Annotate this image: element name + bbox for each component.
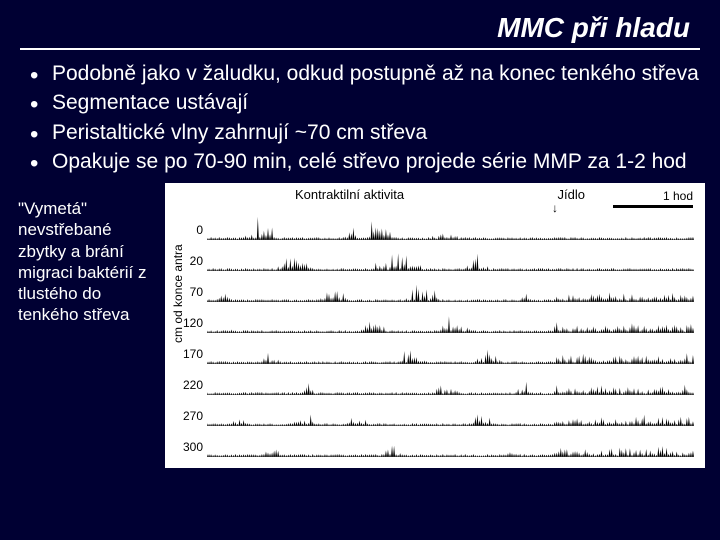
trace-svg — [207, 428, 695, 459]
slide-title: MMC při hladu — [0, 0, 720, 48]
trace-waveform — [207, 382, 695, 395]
trace-row: 220 — [207, 366, 695, 397]
trace-waveform — [207, 350, 695, 364]
trace-row: 0 — [207, 211, 695, 242]
trace-svg — [207, 397, 695, 428]
trace-depth-label: 220 — [179, 378, 203, 392]
meal-label: Jídlo — [558, 187, 585, 202]
lower-region: "Vymetá" nevstřebané zbytky a brání migr… — [0, 183, 720, 468]
bullet-item: Segmentace ustávají — [30, 89, 700, 116]
trace-row: 170 — [207, 335, 695, 366]
trace-waveform — [207, 285, 695, 302]
trace-svg — [207, 211, 695, 242]
bullet-item: Opakuje se po 70-90 min, celé střevo pro… — [30, 148, 700, 175]
trace-row: 300 — [207, 428, 695, 459]
trace-waveform — [207, 253, 695, 271]
trace-svg — [207, 273, 695, 304]
side-caption: "Vymetá" nevstřebané zbytky a brání migr… — [0, 183, 165, 468]
title-underline — [20, 48, 700, 50]
trace-waveform — [207, 316, 695, 333]
trace-waveform — [207, 414, 695, 426]
trace-depth-label: 20 — [179, 254, 203, 268]
bullet-item: Peristaltické vlny zahrnují ~70 cm střev… — [30, 119, 700, 146]
trace-svg — [207, 366, 695, 397]
trace-svg — [207, 242, 695, 273]
trace-depth-label: 70 — [179, 285, 203, 299]
trace-row: 270 — [207, 397, 695, 428]
trace-row: 20 — [207, 242, 695, 273]
time-scale-label: 1 hod — [663, 189, 693, 203]
trace-depth-label: 270 — [179, 409, 203, 423]
trace-depth-label: 0 — [179, 223, 203, 237]
trace-depth-label: 170 — [179, 347, 203, 361]
bullet-list: Podobně jako v žaludku, odkud postupně a… — [0, 60, 720, 175]
trace-waveform — [207, 217, 695, 240]
trace-svg — [207, 335, 695, 366]
chart-top-label: Kontraktilní aktivita — [295, 187, 404, 202]
trace-row: 120 — [207, 304, 695, 335]
bullet-item: Podobně jako v žaludku, odkud postupně a… — [30, 60, 700, 87]
time-scale-bar — [613, 205, 693, 208]
contractile-chart: Kontraktilní aktivita Jídlo ↓ 1 hod cm o… — [165, 183, 705, 468]
trace-waveform — [207, 446, 695, 457]
trace-container: 02070120170220270300 — [207, 211, 695, 460]
trace-svg — [207, 304, 695, 335]
trace-depth-label: 120 — [179, 316, 203, 330]
trace-depth-label: 300 — [179, 440, 203, 454]
trace-row: 70 — [207, 273, 695, 304]
